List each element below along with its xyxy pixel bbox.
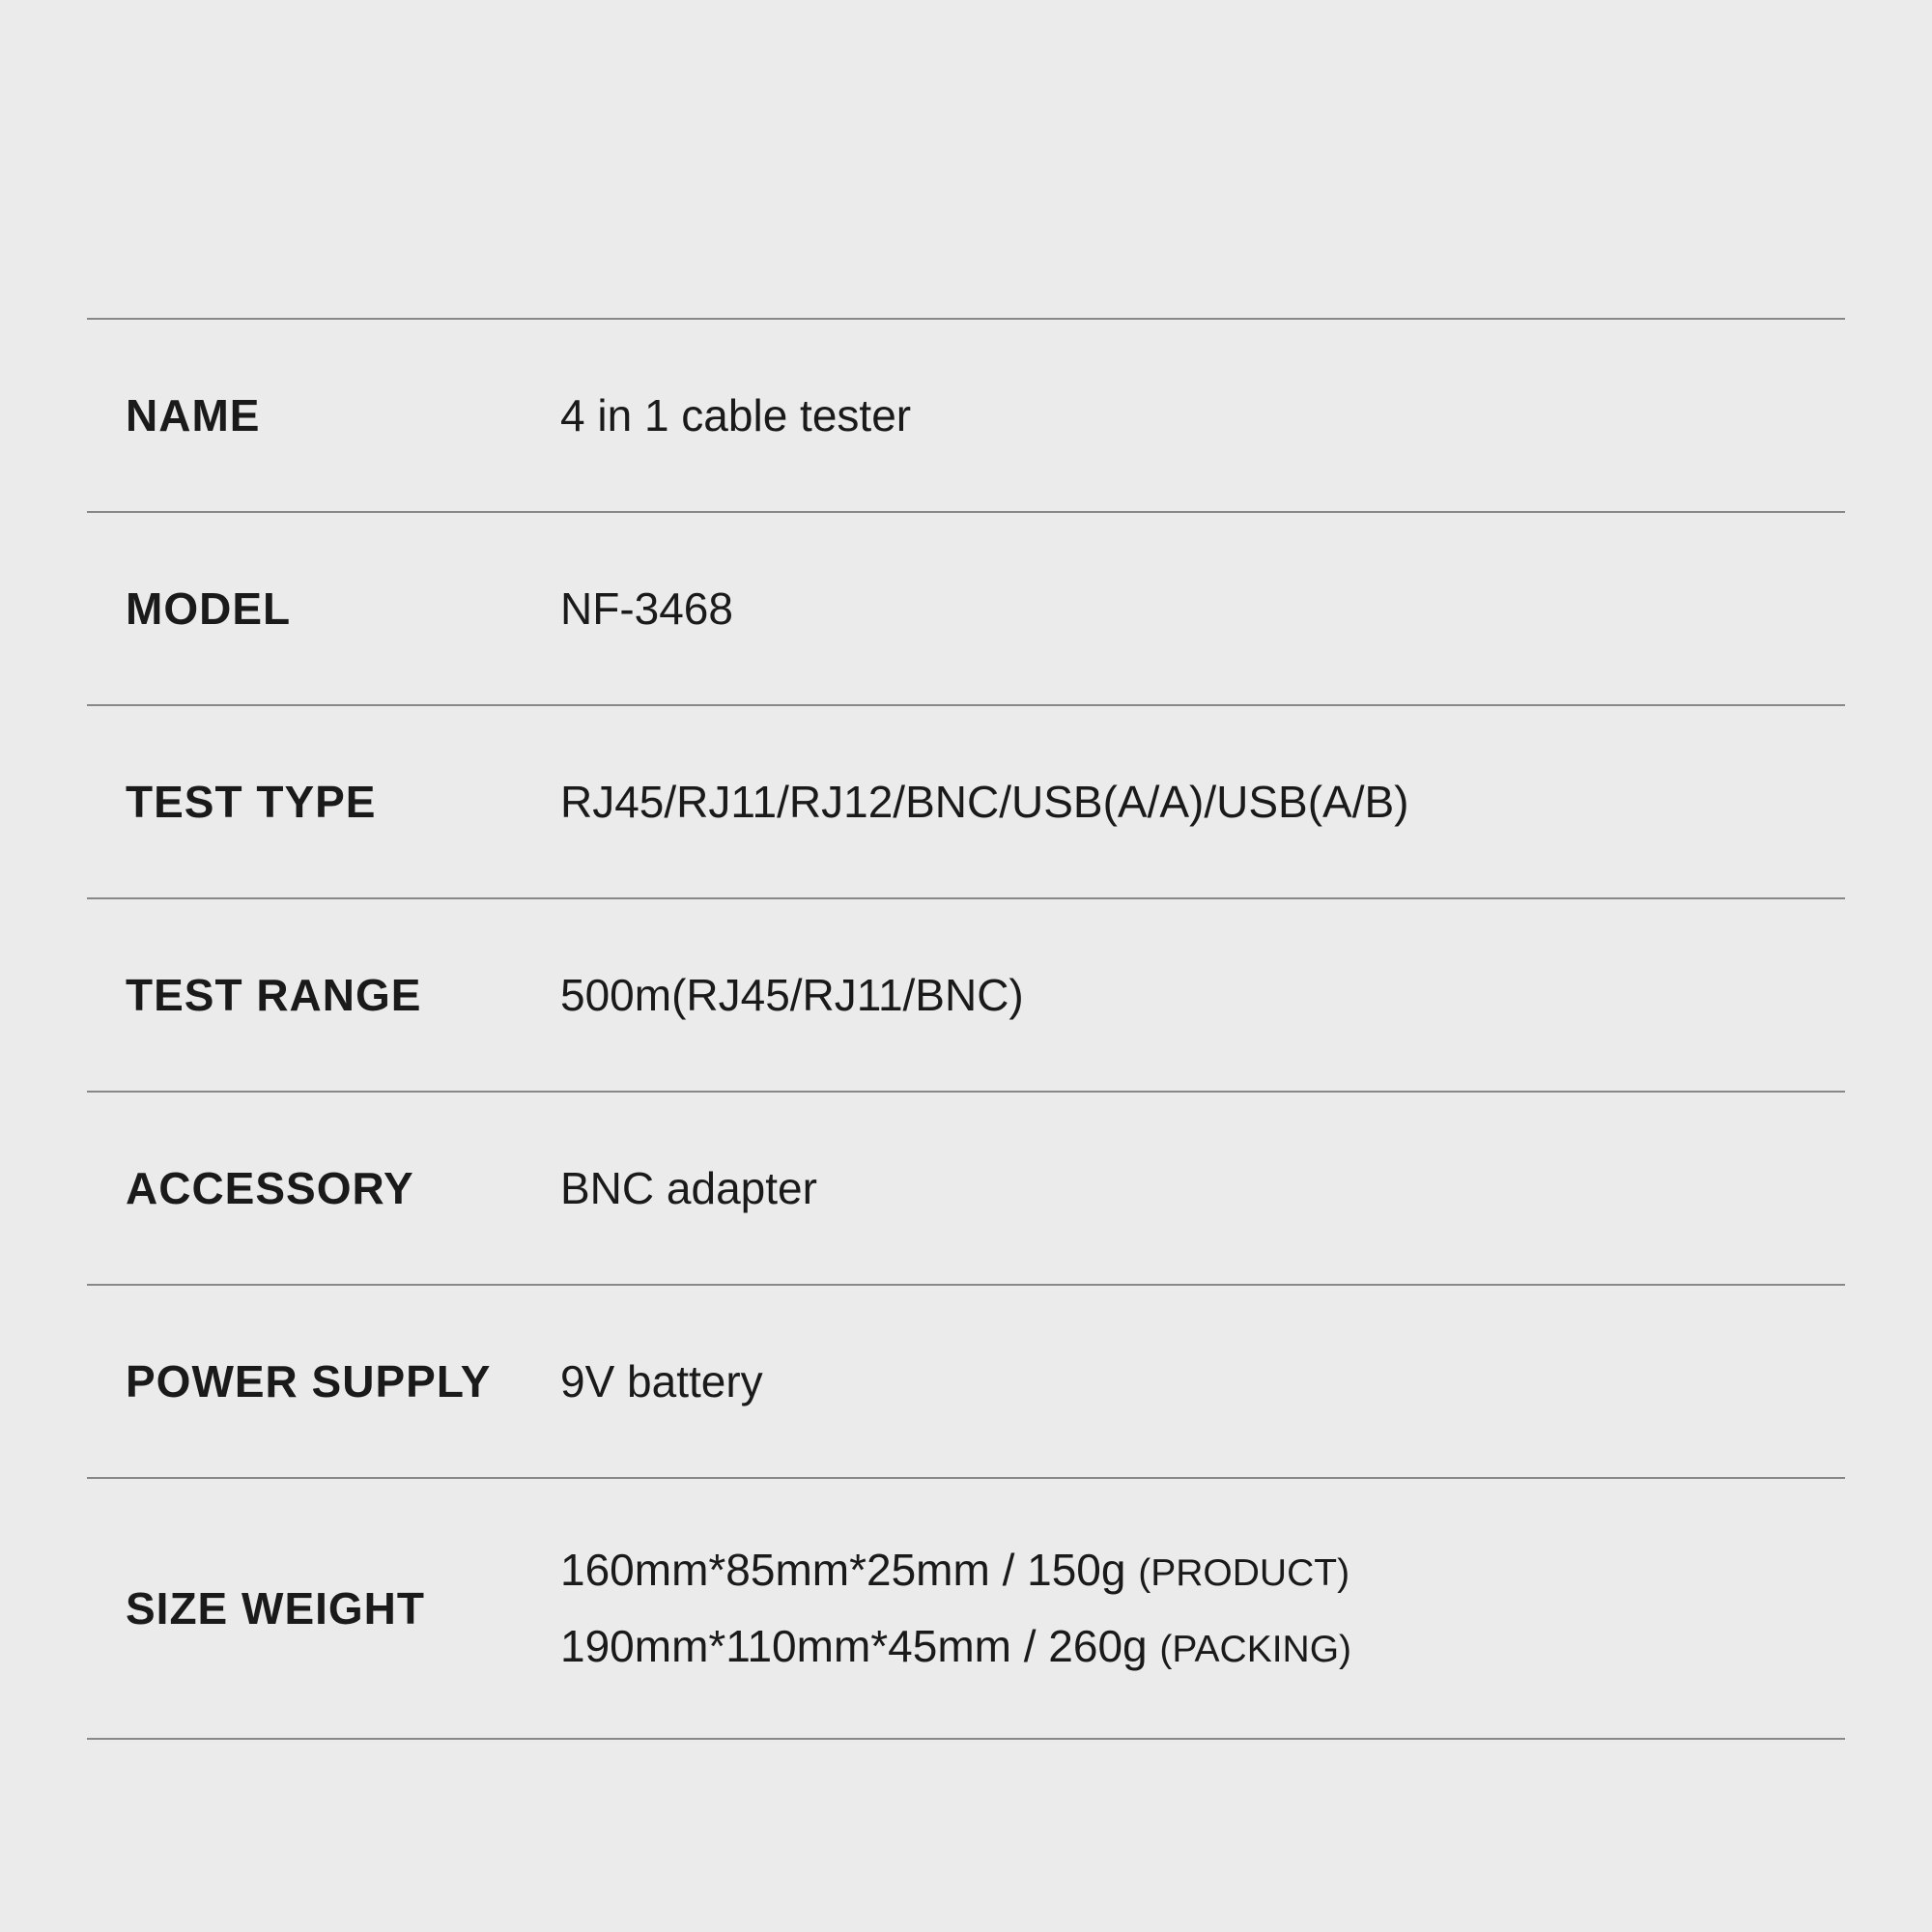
table-row: SIZE WEIGHT 160mm*85mm*25mm / 150g (PROD… [87, 1477, 1845, 1740]
size-weight-product-sublabel: (PRODUCT) [1138, 1552, 1350, 1594]
spec-label-power-supply: POWER SUPPLY [126, 1355, 560, 1407]
spec-label-model: MODEL [126, 582, 560, 635]
spec-label-test-range: TEST RANGE [126, 969, 560, 1021]
size-weight-line1: 160mm*85mm*25mm / 150g (PRODUCT) [560, 1537, 1351, 1604]
spec-label-size-weight: SIZE WEIGHT [126, 1582, 560, 1634]
spec-value-power-supply: 9V battery [560, 1349, 763, 1415]
spec-label-test-type: TEST TYPE [126, 776, 560, 828]
table-row: ACCESSORY BNC adapter [87, 1091, 1845, 1284]
table-row: TEST TYPE RJ45/RJ11/RJ12/BNC/USB(A/A)/US… [87, 704, 1845, 897]
spec-value-test-range: 500m(RJ45/RJ11/BNC) [560, 962, 1024, 1029]
spec-table: NAME 4 in 1 cable tester MODEL NF-3468 T… [87, 318, 1845, 1740]
size-weight-packing-sublabel: (PACKING) [1159, 1629, 1351, 1670]
size-weight-line2: 190mm*110mm*45mm / 260g (PACKING) [560, 1613, 1351, 1680]
table-row: TEST RANGE 500m(RJ45/RJ11/BNC) [87, 897, 1845, 1091]
spec-value-size-weight: 160mm*85mm*25mm / 150g (PRODUCT) 190mm*1… [560, 1537, 1351, 1680]
spec-value-accessory: BNC adapter [560, 1155, 817, 1222]
table-row: POWER SUPPLY 9V battery [87, 1284, 1845, 1477]
spec-label-name: NAME [126, 389, 560, 441]
spec-label-accessory: ACCESSORY [126, 1162, 560, 1214]
spec-value-model: NF-3468 [560, 576, 733, 642]
spec-value-test-type: RJ45/RJ11/RJ12/BNC/USB(A/A)/USB(A/B) [560, 769, 1409, 836]
table-row: MODEL NF-3468 [87, 511, 1845, 704]
spec-value-name: 4 in 1 cable tester [560, 383, 911, 449]
table-row: NAME 4 in 1 cable tester [87, 318, 1845, 511]
size-weight-product-value: 160mm*85mm*25mm / 150g [560, 1545, 1138, 1595]
size-weight-packing-value: 190mm*110mm*45mm / 260g [560, 1621, 1148, 1671]
